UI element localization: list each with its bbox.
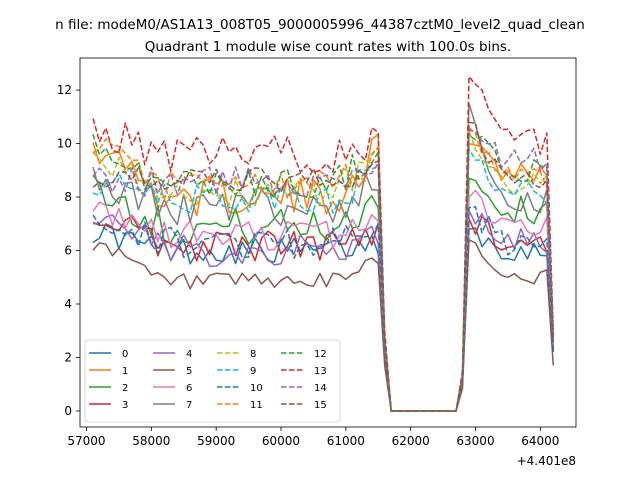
legend-label-11: 11	[250, 400, 263, 411]
legend-label-7: 7	[186, 400, 192, 411]
legend-label-15: 15	[314, 400, 327, 411]
legend-frame	[84, 339, 341, 423]
chart-title: Quadrant 1 module wise count rates with …	[145, 39, 511, 55]
y-tick-label: 0	[64, 404, 72, 418]
y-axis: 0 2 4 6 8 10 12	[57, 83, 80, 418]
y-tick-label: 8	[64, 190, 72, 204]
x-tick-label: 59000	[197, 434, 235, 448]
x-axis-offset-label: +4.401e8	[517, 454, 576, 468]
x-tick-label: 60000	[262, 434, 300, 448]
figure-suptitle: n file: modeM0/AS1A13_008T05_9000005996_…	[55, 17, 585, 33]
y-tick-label: 6	[64, 244, 72, 258]
axes-frame	[79, 57, 577, 428]
series-line-10	[92, 206, 555, 412]
legend-label-0: 0	[122, 349, 128, 360]
series-line-6	[92, 189, 555, 412]
x-tick-label: 63000	[456, 434, 494, 448]
series-line-15	[92, 121, 555, 412]
y-tick-label: 12	[57, 83, 72, 97]
x-tick-label: 57000	[67, 434, 105, 448]
x-axis: 57000 58000 59000 60000 61000 62000 63000 64000	[67, 427, 559, 448]
series-line-5	[92, 239, 555, 412]
legend-label-5: 5	[186, 366, 192, 377]
legend-label-8: 8	[250, 349, 256, 360]
series-line-11	[92, 126, 555, 412]
series-line-8	[92, 129, 555, 412]
legend-label-2: 2	[122, 383, 128, 394]
series-line-9	[92, 148, 555, 412]
legend-label-1: 1	[122, 366, 128, 377]
series-line-13	[92, 75, 555, 412]
series-layer	[92, 75, 555, 412]
legend-label-6: 6	[186, 383, 192, 394]
x-tick-label: 62000	[392, 434, 430, 448]
series-line-14	[92, 129, 555, 412]
x-tick-label: 61000	[327, 434, 365, 448]
legend-label-10: 10	[250, 383, 263, 394]
legend-label-3: 3	[122, 400, 128, 411]
x-tick-label: 58000	[132, 434, 170, 448]
legend-label-9: 9	[250, 366, 256, 377]
legend-label-13: 13	[314, 366, 327, 377]
legend-label-14: 14	[314, 383, 327, 394]
legend-label-12: 12	[314, 349, 327, 360]
x-tick-label: 64000	[521, 434, 559, 448]
series-line-4	[92, 209, 555, 412]
legend-label-4: 4	[186, 349, 192, 360]
y-tick-label: 4	[64, 297, 72, 311]
y-tick-label: 10	[57, 137, 72, 151]
y-tick-label: 2	[64, 350, 72, 364]
